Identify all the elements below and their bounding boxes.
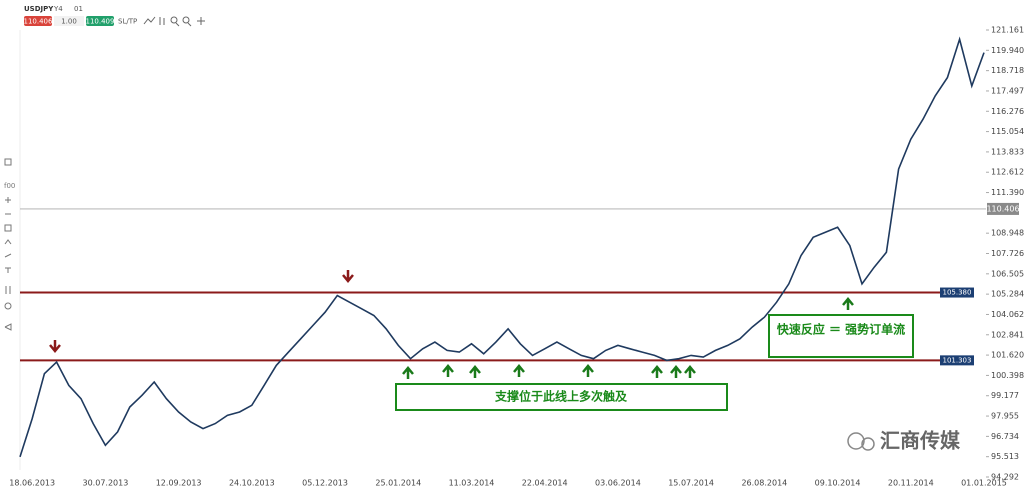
y-tick-label: 111.390 <box>991 188 1024 197</box>
period[interactable]: Y4 <box>53 5 63 13</box>
y-tick-label: 97.955 <box>991 412 1019 421</box>
y-tick-label: 106.505 <box>991 269 1024 278</box>
annotation-box <box>395 383 728 411</box>
annotation: 快速反应 ＝ 强势订单流 <box>777 322 905 337</box>
x-tick-label: 09.10.2014 <box>815 479 861 488</box>
x-tick-label: 15.07.2014 <box>668 479 714 488</box>
y-tick-label: 115.054 <box>991 127 1024 136</box>
y-tick-label: 118.718 <box>991 66 1024 75</box>
svg-text:f00: f00 <box>4 182 15 190</box>
price-line <box>19 36 985 458</box>
current-price-tag <box>987 202 1019 215</box>
x-tick-label: 20.11.2014 <box>888 479 934 488</box>
level-label: 101.303 <box>943 356 972 364</box>
interval[interactable]: 01 <box>74 5 83 13</box>
y-tick-label: 95.513 <box>991 452 1019 461</box>
x-tick-label: 26.08.2014 <box>741 479 787 488</box>
annotation: 支撑位于此线上多次触及 <box>494 389 628 404</box>
size-box[interactable] <box>54 16 84 26</box>
down-arrow <box>342 270 354 283</box>
y-tick-label: 116.276 <box>991 107 1024 116</box>
y-tick-label: 94.292 <box>991 473 1019 482</box>
size[interactable]: 1.00 <box>61 18 77 26</box>
up-arrow <box>684 365 696 378</box>
up-arrow <box>842 297 854 310</box>
arrows <box>49 270 854 379</box>
y-tick-label: 112.612 <box>991 168 1024 177</box>
y-tick-label: 107.726 <box>991 249 1024 258</box>
y-tick-label: 121.161 <box>991 26 1024 35</box>
x-tick-label: 30.07.2013 <box>83 479 129 488</box>
toolbar-icons[interactable] <box>143 16 205 27</box>
y-tick-label: 105.284 <box>991 290 1024 299</box>
up-arrow <box>402 366 414 379</box>
y-tick-label: 117.497 <box>991 86 1024 95</box>
x-tick-label: 22.04.2014 <box>522 479 568 488</box>
up-arrow <box>513 364 525 377</box>
watermark: 汇商传媒 <box>847 429 961 453</box>
up-arrow <box>469 365 481 378</box>
y-tick-label: 101.620 <box>991 351 1024 360</box>
y-tick-label: 96.734 <box>991 432 1019 441</box>
level-tag <box>940 287 974 298</box>
watermark-text: 汇商传媒 <box>880 429 961 453</box>
sell-button[interactable] <box>24 16 52 26</box>
buy-price[interactable]: 110.409 <box>86 18 115 26</box>
x-tick-label: 12.09.2013 <box>156 479 202 488</box>
down-arrow <box>49 340 61 353</box>
x-tick-label: 01.01.2015 <box>961 479 1007 488</box>
x-tick-label: 03.06.2014 <box>595 479 641 488</box>
up-arrow <box>442 364 454 377</box>
y-tick-label: 113.833 <box>991 147 1024 156</box>
symbol[interactable]: USDJPY <box>24 5 54 13</box>
watermark-icon <box>861 437 875 451</box>
y-tick-label: 104.062 <box>991 310 1024 319</box>
y-tick-label: 119.940 <box>991 46 1024 55</box>
annotation-box <box>768 314 914 358</box>
level-tag <box>940 355 974 366</box>
up-arrow <box>582 364 594 377</box>
y-tick-label: 100.398 <box>991 371 1024 380</box>
up-arrow <box>670 365 682 378</box>
y-tick-label: 99.177 <box>991 391 1019 400</box>
watermark-icon <box>847 432 865 450</box>
left-toolbar[interactable]: f00 <box>4 158 15 331</box>
level-label: 105.380 <box>943 289 972 297</box>
x-tick-label: 25.01.2014 <box>375 479 421 488</box>
buy-button[interactable] <box>86 16 114 26</box>
sltp[interactable]: SL/TP <box>118 18 137 26</box>
up-arrow <box>651 365 663 378</box>
x-tick-label: 11.03.2014 <box>449 479 495 488</box>
x-tick-label: 24.10.2013 <box>229 479 275 488</box>
x-tick-label: 05.12.2013 <box>302 479 348 488</box>
x-tick-label: 18.06.2013 <box>9 479 55 488</box>
sell-price[interactable]: 110.406 <box>24 18 53 26</box>
y-tick-label: 108.948 <box>991 229 1024 238</box>
current-price-label: 110.406 <box>986 204 1019 213</box>
y-tick-label: 102.841 <box>991 330 1024 339</box>
